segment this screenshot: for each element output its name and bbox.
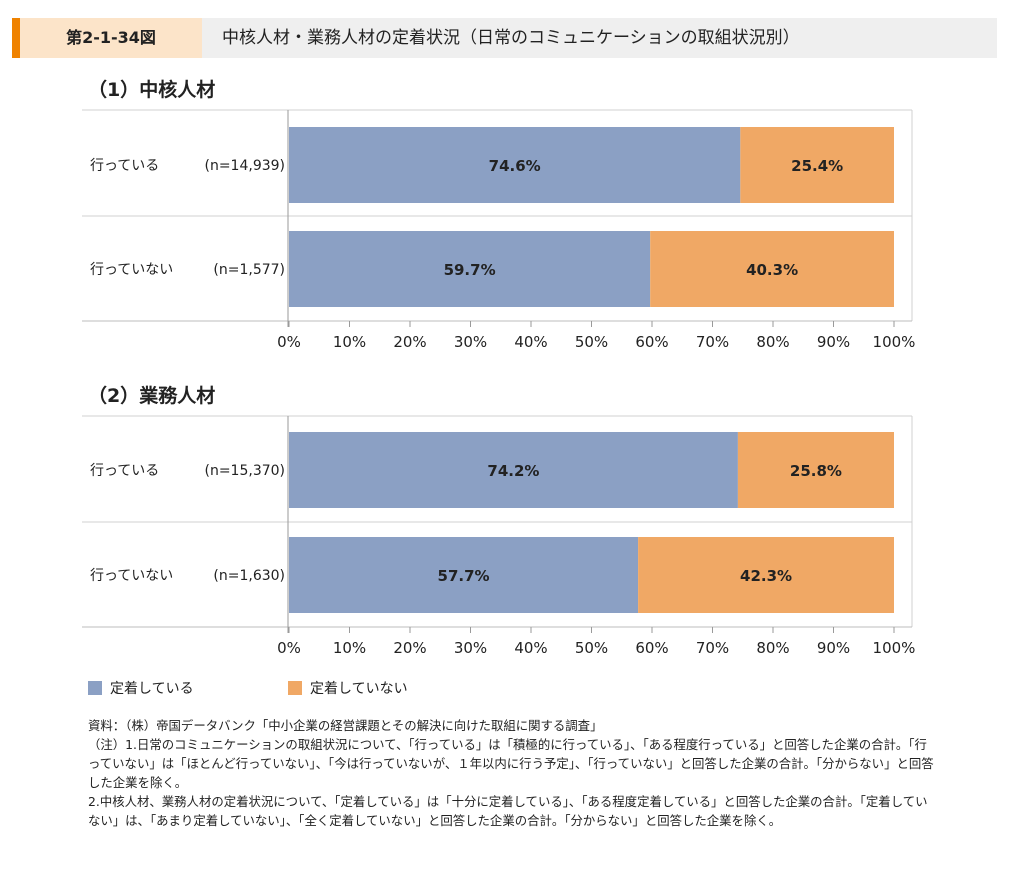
bar-segment (740, 127, 894, 203)
legend-item-retained: 定着している (88, 678, 194, 698)
x-tick-label: 20% (393, 333, 426, 351)
x-tick-label: 90% (817, 639, 850, 657)
x-tick-label: 100% (873, 639, 916, 657)
bar-segment (289, 432, 738, 508)
bar-value-label: 74.2% (487, 462, 539, 480)
bar-segment (289, 231, 651, 307)
bar-value-label: 57.7% (438, 567, 490, 585)
legend-label-not-retained: 定着していない (310, 681, 408, 697)
notes: 資料：（株）帝国データバンク「中小企業の経営課題とその解決に向けた取組に関する調… (88, 716, 938, 830)
x-tick-label: 70% (696, 639, 729, 657)
sample-size-label: (n=14,939) (204, 158, 285, 174)
x-tick-label: 80% (756, 639, 789, 657)
bar-value-label: 40.3% (746, 261, 798, 279)
x-tick-label: 30% (454, 639, 487, 657)
x-tick-label: 70% (696, 333, 729, 351)
category-label: 行っている (90, 158, 159, 174)
legend-item-not-retained: 定着していない (288, 678, 408, 698)
chart-business-talent: 0% 10% 20% 30% 40% 50% 60% 70% 80% 90% 100% 行っている (n… (82, 415, 916, 657)
x-tick-label: 40% (514, 639, 547, 657)
bar-value-label: 74.6% (489, 157, 541, 175)
chart2-title: （2）業務人材 (88, 385, 216, 407)
x-tick-label: 30% (454, 333, 487, 351)
note-1: （注）1.日常のコミュニケーションの取組状況について、「行っている」は「積極的に… (88, 737, 934, 790)
category-label: 行っている (90, 463, 159, 479)
legend-swatch-retained (88, 681, 102, 695)
bar-value-label: 25.4% (791, 157, 843, 175)
bar-segment (289, 127, 741, 203)
figure-label: 第2-1-34図 (20, 18, 202, 58)
category-label: 行っていない (90, 262, 173, 278)
x-tick-label: 60% (635, 333, 668, 351)
figure-title: 中核人材・業務人材の定着状況（日常のコミュニケーションの取組状況別） (222, 28, 800, 48)
x-tick-label: 0% (277, 333, 301, 351)
x-tick-label: 20% (393, 639, 426, 657)
bar-value-label: 42.3% (740, 567, 792, 585)
x-tick-label: 80% (756, 333, 789, 351)
x-tick-label: 50% (575, 639, 608, 657)
sample-size-label: (n=15,370) (204, 463, 285, 479)
x-tick-label: 0% (277, 639, 301, 657)
chart1-title: （1）中核人材 (88, 79, 216, 101)
sample-size-label: (n=1,630) (213, 568, 285, 584)
source-note: 資料：（株）帝国データバンク「中小企業の経営課題とその解決に向けた取組に関する調… (88, 718, 603, 733)
legend-label-retained: 定着している (110, 681, 194, 697)
bar-segment (289, 537, 639, 613)
x-tick-label: 60% (635, 639, 668, 657)
category-label: 行っていない (90, 568, 173, 584)
bar-value-label: 25.8% (790, 462, 842, 480)
sample-size-label: (n=1,577) (213, 262, 285, 278)
x-tick-label: 50% (575, 333, 608, 351)
note-2: 2.中核人材、業務人材の定着状況について、「定着している」は「十分に定着している… (88, 794, 928, 828)
bar-segment (650, 231, 894, 307)
figure-header: 第2-1-34図 中核人材・業務人材の定着状況（日常のコミュニケーションの取組状… (12, 18, 997, 58)
x-tick-label: 90% (817, 333, 850, 351)
legend-swatch-not-retained (288, 681, 302, 695)
header-accent-bar (12, 18, 20, 58)
x-tick-label: 10% (333, 639, 366, 657)
x-tick-label: 10% (333, 333, 366, 351)
chart-core-talent: 0% 10% 20% 30% 40% 50% 60% 70% 80% 90% 100% 行っている (n… (82, 109, 916, 351)
x-tick-label: 40% (514, 333, 547, 351)
bar-segment (638, 537, 894, 613)
bar-segment (737, 432, 894, 508)
bar-value-label: 59.7% (444, 261, 496, 279)
x-tick-label: 100% (873, 333, 916, 351)
